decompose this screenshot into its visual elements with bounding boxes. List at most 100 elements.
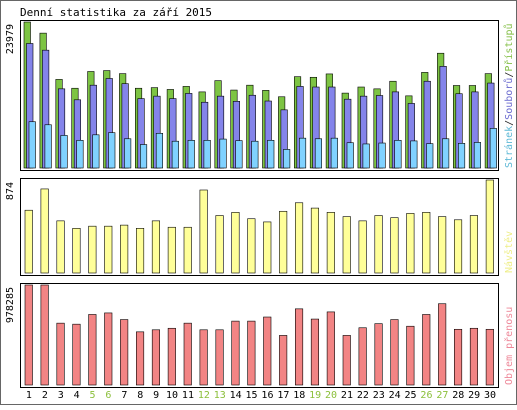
bar [136,331,145,386]
x-tick-label: 6 [105,390,111,401]
bar [314,138,323,169]
panel-frame [20,283,499,388]
bar [469,327,479,386]
bar [410,140,418,169]
bar [390,319,399,386]
bar [485,179,494,274]
bar [247,218,256,274]
bar [267,139,275,169]
bar [140,144,148,169]
x-tick-label: 16 [261,390,273,401]
bar [104,312,113,386]
bar [24,284,33,386]
bar [215,215,224,274]
bar [120,224,129,274]
x-tick-label: 29 [468,390,480,401]
bar [76,139,84,169]
bar [358,327,367,386]
panel-frame [20,20,499,171]
bar [28,121,36,169]
chart-title: Denní statistika za září 2015 [20,6,212,19]
bar [326,311,335,386]
bar [92,134,100,169]
bar [183,226,192,274]
bar [24,209,33,274]
x-tick-label: 30 [484,390,496,401]
bar [358,220,367,274]
x-axis-labels: 1 2 3 4 5 6 7 8 9 10 11 12 13 14 15 16 17 18 19 20 21 22 23 24 2… [26,390,496,401]
legend: Objem přenosu [503,307,515,385]
legend: Návštěv [503,231,515,273]
bar [108,132,116,169]
bar [231,320,240,386]
bar [56,220,65,274]
x-tick-label: 19 [309,390,321,401]
bar [406,325,415,386]
x-tick-label: 11 [182,390,194,401]
bar [473,142,482,169]
x-tick-label: 28 [452,390,464,401]
bar [235,140,243,169]
bar [422,314,431,386]
bar [263,221,272,274]
bar [124,138,132,169]
y-max-label: 874 [5,182,16,200]
legend-entry: Souborů [503,78,515,120]
bar [453,219,463,274]
bar [378,142,386,169]
x-tick-label: 21 [341,390,353,401]
bar [346,142,354,169]
panel-3: 978285 Objem přenosu [5,283,515,388]
bar [199,329,208,386]
bar [310,207,320,274]
x-tick-label: 27 [436,390,448,401]
bar [40,188,49,274]
bar [279,335,288,386]
bar [283,149,291,169]
legend-entry: / [504,120,515,126]
bar [489,128,497,169]
bar [151,220,160,274]
bar [104,225,113,274]
legend-entry: Přístupů [503,23,515,71]
legend-entry: Návštěv [503,231,515,273]
x-tick-label: 18 [293,390,305,401]
panel-frame [20,178,499,276]
bar [438,303,447,386]
x-tick-label: 3 [58,390,64,401]
x-tick-label: 25 [405,390,417,401]
bar [453,328,463,386]
bar [326,212,335,274]
legend-entry: Objem přenosu [503,307,515,385]
bar [60,135,68,169]
bar [56,322,65,386]
x-tick-label: 23 [373,390,385,401]
bar [442,138,450,169]
bar [342,335,351,386]
x-tick-label: 12 [198,390,210,401]
bar [120,319,129,386]
bar [215,329,224,386]
legend: Stránek/Souborů/Přístupů [503,23,515,168]
bar [219,138,227,169]
x-tick-label: 5 [90,390,96,401]
bar [310,318,320,386]
x-tick-label: 20 [325,390,337,401]
bar [298,137,307,169]
x-tick-label: 22 [357,390,369,401]
bar [155,132,163,169]
x-tick-label: 8 [137,390,143,401]
x-tick-label: 4 [74,390,80,401]
bar [231,212,240,274]
bar [422,212,431,274]
x-tick-label: 26 [420,390,432,401]
x-tick-label: 24 [389,390,401,401]
bar [263,316,272,386]
bar [294,202,304,274]
bar [171,140,179,169]
x-tick-label: 1 [26,390,32,401]
